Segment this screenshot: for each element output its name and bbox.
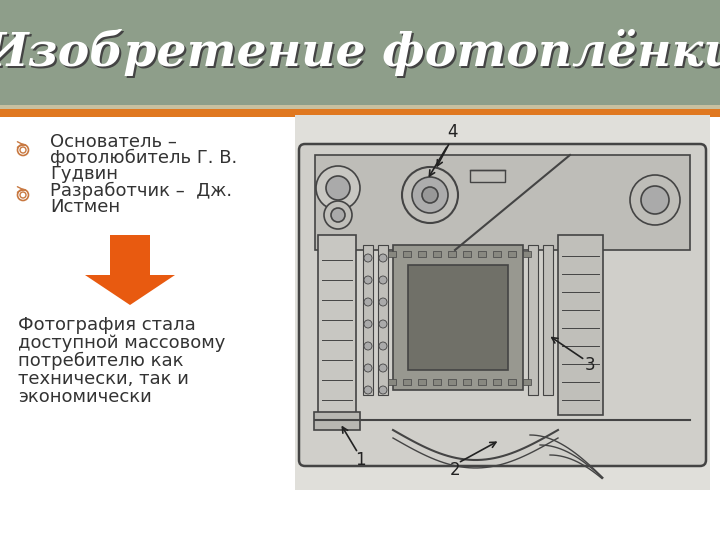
Bar xyxy=(110,235,150,275)
Bar xyxy=(478,379,486,385)
Bar xyxy=(393,245,523,390)
Text: 3: 3 xyxy=(585,356,595,374)
Circle shape xyxy=(324,201,352,229)
Bar xyxy=(408,265,508,370)
Bar xyxy=(523,379,531,385)
Circle shape xyxy=(422,187,438,203)
Circle shape xyxy=(379,342,387,350)
Text: 1: 1 xyxy=(355,451,365,469)
Circle shape xyxy=(326,176,350,200)
Circle shape xyxy=(379,386,387,394)
Bar xyxy=(493,379,501,385)
Bar xyxy=(543,245,553,395)
Bar xyxy=(463,379,471,385)
Text: потребителю как: потребителю как xyxy=(18,352,184,370)
Text: Гудвин: Гудвин xyxy=(50,165,118,183)
Bar xyxy=(418,379,426,385)
Polygon shape xyxy=(85,275,175,305)
Bar xyxy=(315,155,690,250)
Bar xyxy=(0,117,720,540)
Text: Изобретение фотоплёнки: Изобретение фотоплёнки xyxy=(0,29,720,76)
Text: доступной массовому: доступной массовому xyxy=(18,334,225,352)
Circle shape xyxy=(364,320,372,328)
Circle shape xyxy=(364,386,372,394)
Bar xyxy=(470,170,505,182)
Circle shape xyxy=(379,276,387,284)
Circle shape xyxy=(364,254,372,262)
Text: 4: 4 xyxy=(448,123,458,141)
Bar xyxy=(318,235,356,415)
FancyBboxPatch shape xyxy=(299,144,706,466)
Text: Изобретение фотоплёнки: Изобретение фотоплёнки xyxy=(0,31,720,78)
Bar xyxy=(0,105,720,109)
Circle shape xyxy=(364,364,372,372)
Bar xyxy=(433,379,441,385)
Text: Фотография стала: Фотография стала xyxy=(18,316,196,334)
Circle shape xyxy=(379,320,387,328)
Circle shape xyxy=(364,276,372,284)
Text: технически, так и: технически, так и xyxy=(18,370,189,388)
Circle shape xyxy=(630,175,680,225)
Circle shape xyxy=(364,342,372,350)
Circle shape xyxy=(379,298,387,306)
Text: экономически: экономически xyxy=(18,388,152,406)
Bar xyxy=(388,251,396,257)
Circle shape xyxy=(379,364,387,372)
Circle shape xyxy=(641,186,669,214)
Bar xyxy=(523,251,531,257)
Circle shape xyxy=(402,167,458,223)
Text: фотолюбитель Г. В.: фотолюбитель Г. В. xyxy=(50,149,238,167)
Bar xyxy=(433,251,441,257)
Bar xyxy=(463,251,471,257)
Bar xyxy=(558,235,603,415)
Circle shape xyxy=(379,254,387,262)
Bar xyxy=(295,115,710,490)
Bar xyxy=(508,251,516,257)
Circle shape xyxy=(364,298,372,306)
Bar xyxy=(493,251,501,257)
Bar xyxy=(508,379,516,385)
Bar xyxy=(363,245,373,395)
Bar xyxy=(528,245,538,395)
Circle shape xyxy=(331,208,345,222)
Bar xyxy=(403,379,411,385)
Bar xyxy=(0,109,720,117)
Text: Основатель –: Основатель – xyxy=(50,133,177,151)
Bar xyxy=(403,251,411,257)
Bar xyxy=(448,379,456,385)
Text: Разработчик –  Дж.: Разработчик – Дж. xyxy=(50,182,232,200)
Bar xyxy=(0,0,720,105)
Bar xyxy=(448,251,456,257)
Circle shape xyxy=(412,177,448,213)
Bar xyxy=(378,245,388,395)
Text: Истмен: Истмен xyxy=(50,198,120,216)
Bar xyxy=(418,251,426,257)
Text: 2: 2 xyxy=(450,461,460,479)
Circle shape xyxy=(316,166,360,210)
Bar xyxy=(314,412,360,430)
Bar xyxy=(388,379,396,385)
Bar xyxy=(478,251,486,257)
